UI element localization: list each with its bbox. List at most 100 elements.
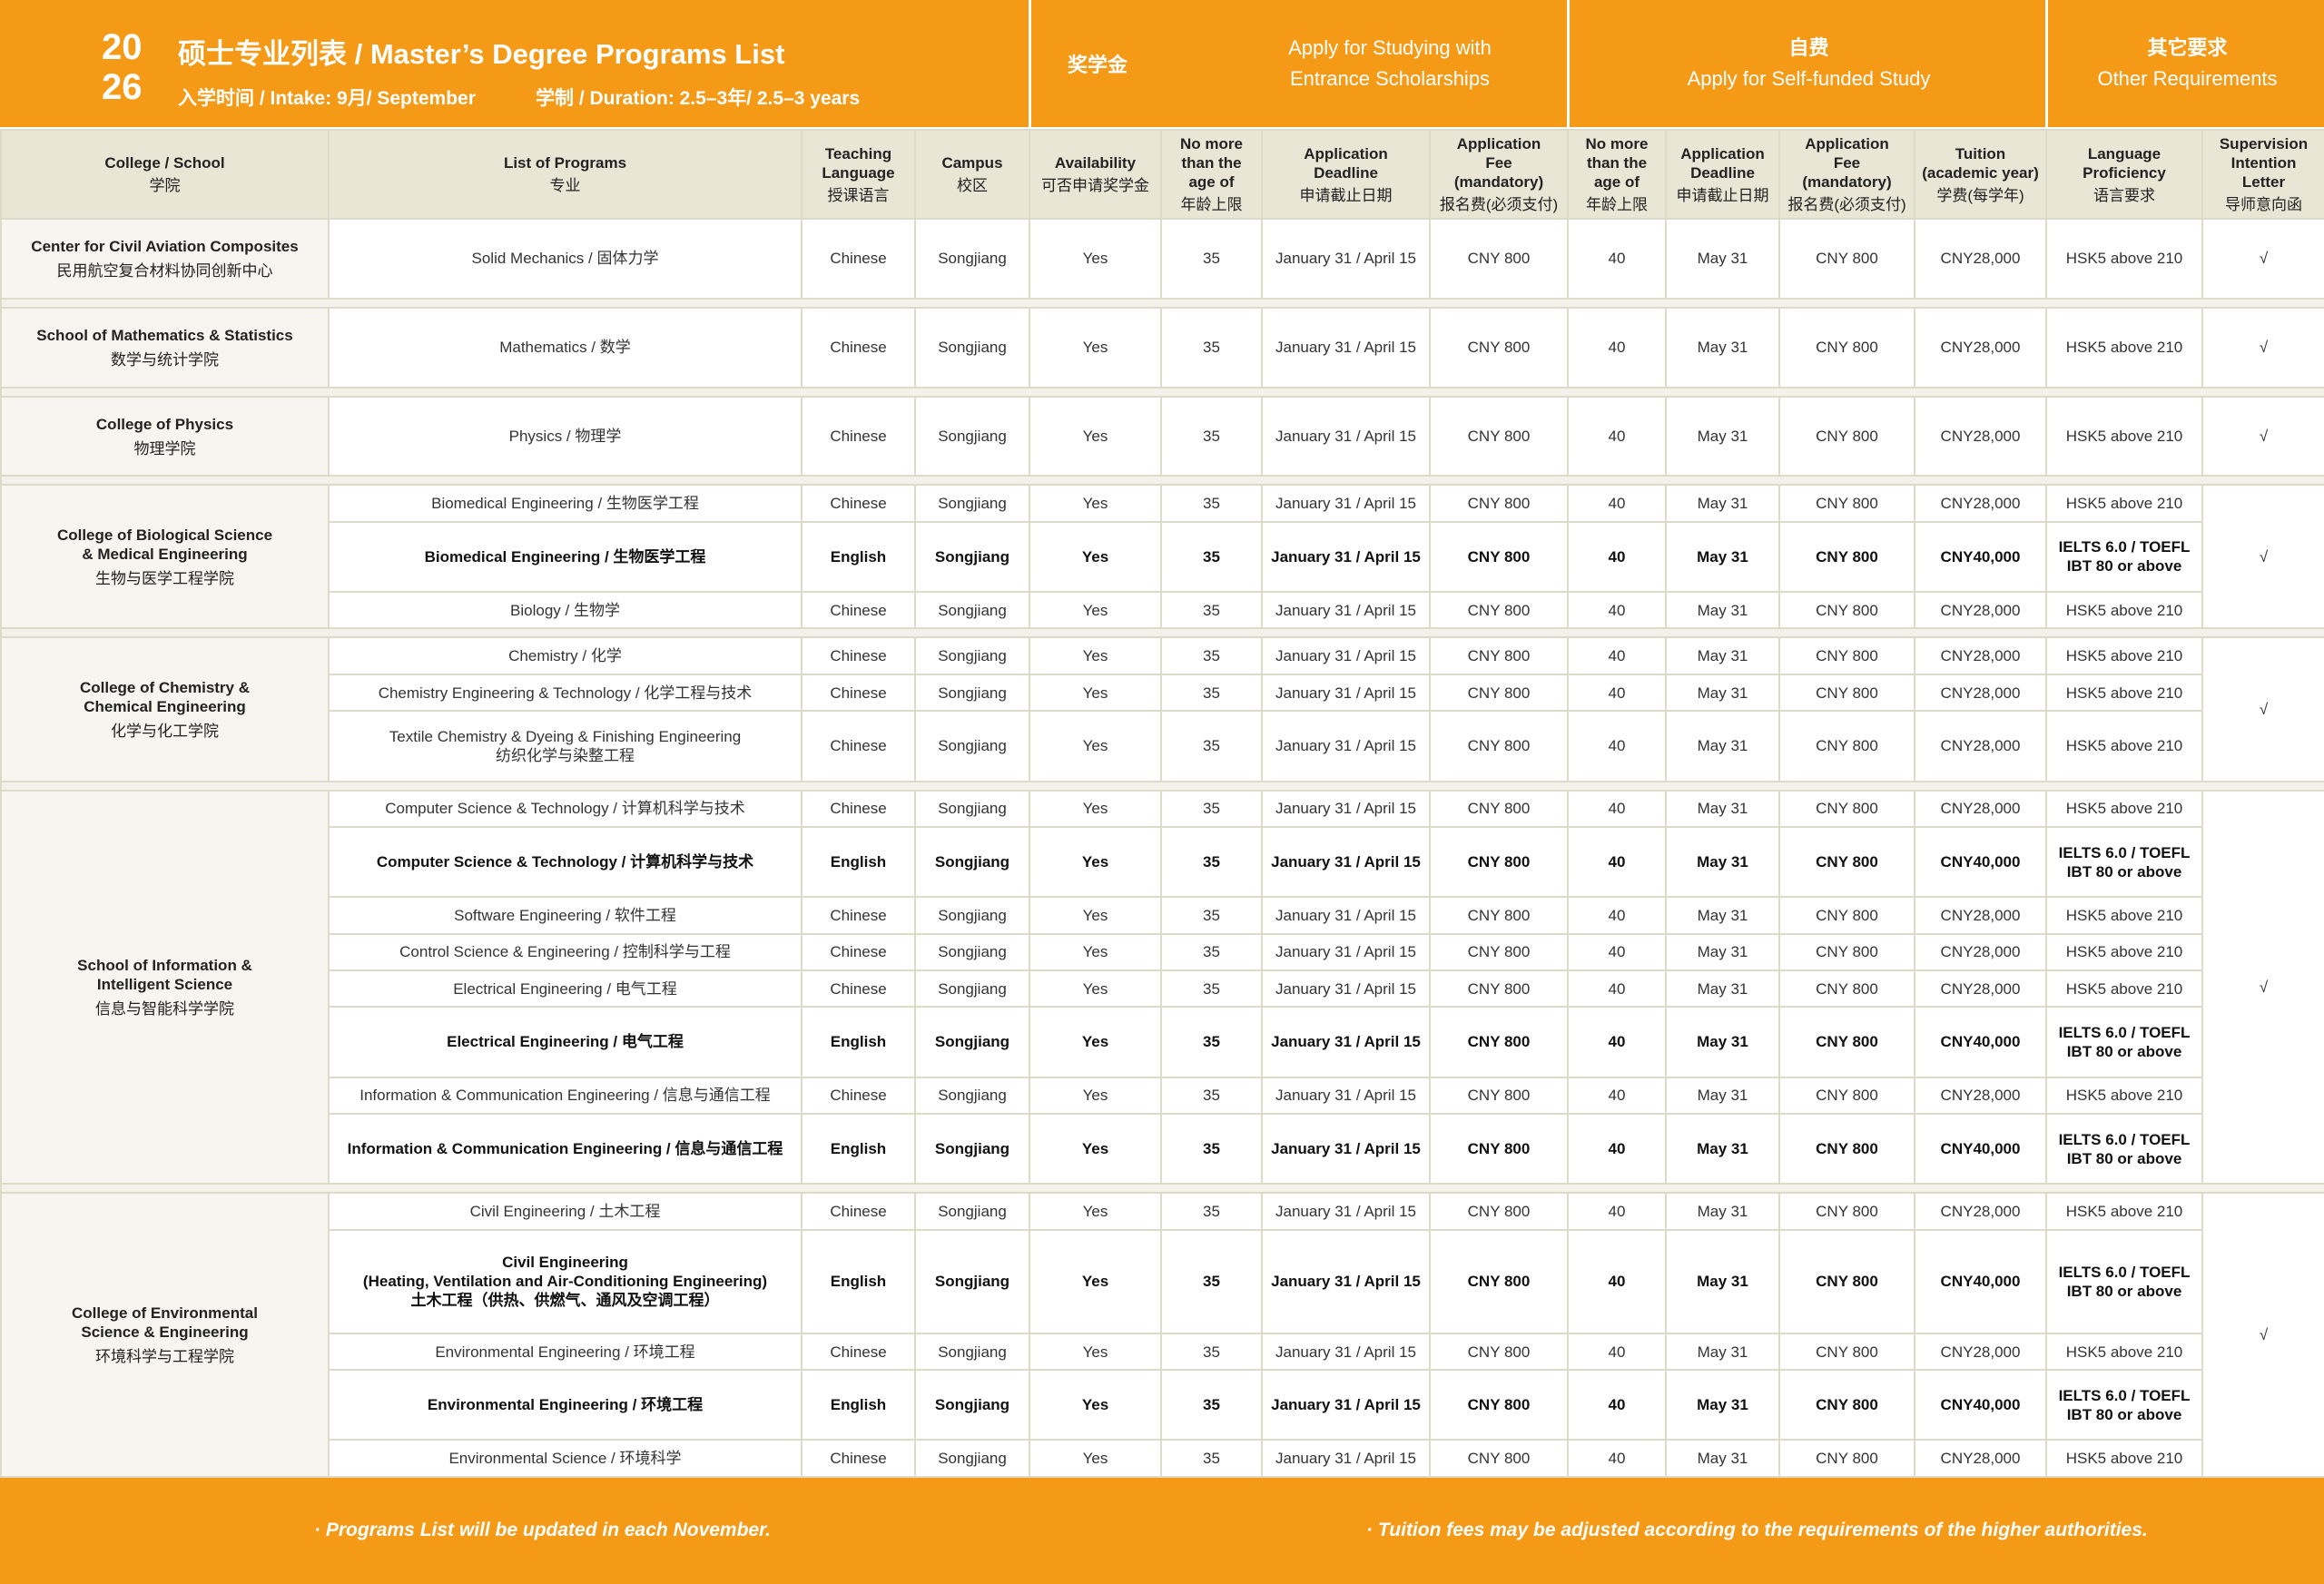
cell: Yes <box>1029 484 1162 523</box>
cell: Chemistry Engineering & Technology / 化学工… <box>328 673 803 713</box>
cell: CNY 800 <box>1429 825 1569 899</box>
supervision-letter: √ <box>2201 395 2324 477</box>
cell: Yes <box>1029 1228 1162 1334</box>
column-header-cn: 申请截止日期 <box>1299 186 1393 204</box>
college-name-en: School of Information & Intelligent Scie… <box>77 956 252 993</box>
cell: 40 <box>1567 1076 1667 1116</box>
cell: May 31 <box>1665 825 1780 899</box>
cell: Songjiang <box>914 1332 1030 1372</box>
cell: CNY 800 <box>1778 1439 1915 1478</box>
cell: Yes <box>1029 789 1162 828</box>
cell: Chinese <box>801 896 916 935</box>
column-header: Language Proficiency 语言要求 <box>2045 129 2203 220</box>
cell: Control Science & Engineering / 控制科学与工程 <box>328 932 803 971</box>
program-row: College of Physics 物理学院 Physics / 物理学 Chine… <box>0 395 2324 477</box>
cell: CNY 800 <box>1778 710 1915 782</box>
cell: Songjiang <box>914 218 1030 300</box>
cell: Songjiang <box>914 1113 1030 1186</box>
column-header-en: Application Fee (mandatory) <box>1802 135 1892 191</box>
college-name-en: College of Environmental Science & Engin… <box>72 1304 258 1342</box>
cell: 35 <box>1160 1006 1263 1078</box>
column-header-en: Availability <box>1054 154 1137 172</box>
column-header-en: List of Programs <box>503 154 627 172</box>
other-group: 其它要求 Other Requirements <box>2045 0 2324 127</box>
column-header: Tuition (academic year) 学费(每学年) <box>1914 129 2047 220</box>
cell: HSK5 above 210 <box>2045 896 2203 935</box>
program-row: Civil Engineering (Heating, Ventilation … <box>1 1228 2324 1334</box>
cell: January 31 / April 15 <box>1261 896 1431 935</box>
cell: January 31 / April 15 <box>1261 1113 1431 1186</box>
cell: January 31 / April 15 <box>1261 520 1431 594</box>
gap-cell <box>0 297 2324 309</box>
cell: CNY 800 <box>1429 710 1569 782</box>
column-header-cn: 校区 <box>957 177 988 194</box>
cell: Yes <box>1029 932 1162 971</box>
cell: CNY 800 <box>1429 1228 1569 1334</box>
cell: HSK5 above 210 <box>2045 591 2203 630</box>
cell: Songjiang <box>914 1439 1030 1478</box>
column-header-en: No more than the age of <box>1180 135 1243 191</box>
cell: Textile Chemistry & Dyeing & Finishing E… <box>328 710 803 782</box>
cell: CNY28,000 <box>1914 1076 2047 1116</box>
cell: CNY 800 <box>1778 1228 1915 1334</box>
program-row: Textile Chemistry & Dyeing & Finishing E… <box>1 710 2324 782</box>
cell: Yes <box>1029 218 1162 300</box>
college-name-cn: 信息与智能科学学院 <box>95 999 234 1018</box>
cell: January 31 / April 15 <box>1261 395 1431 477</box>
group-en: Apply for Self-funded Study <box>1687 67 1931 90</box>
column-header: Supervision Intention Letter 导师意向函 <box>2201 129 2324 220</box>
college-name-cn: 生物与医学工程学院 <box>95 569 234 587</box>
cell: English <box>801 1113 916 1186</box>
college-name-en: College of Biological Science & Medical … <box>56 526 273 563</box>
cell: CNY 800 <box>1429 484 1569 523</box>
cell: English <box>801 1369 916 1441</box>
college-cell: College of Physics 物理学院 <box>0 395 330 477</box>
cell: IELTS 6.0 / TOEFL IBT 80 or above <box>2045 1228 2203 1334</box>
cell: Physics / 物理学 <box>328 395 803 477</box>
cell: CNY 800 <box>1778 932 1915 971</box>
cell: Chinese <box>801 636 916 675</box>
program-row: College of Chemistry & Chemical Engineer… <box>0 636 2324 782</box>
cell: 40 <box>1567 1006 1667 1078</box>
college-cell: Center for Civil Aviation Composites 民用航空… <box>0 218 330 300</box>
cell: January 31 / April 15 <box>1261 1332 1431 1372</box>
cell: Songjiang <box>914 520 1030 594</box>
cell: Songjiang <box>914 1076 1030 1116</box>
college-name-cn: 物理学院 <box>133 439 196 457</box>
cell: 40 <box>1567 896 1667 935</box>
college-name-en: College of Physics <box>95 415 234 433</box>
cell: 35 <box>1160 636 1263 675</box>
cell: HSK5 above 210 <box>2045 1439 2203 1478</box>
cell: Songjiang <box>914 932 1030 971</box>
column-header-en: Supervision Intention Letter <box>2219 135 2309 191</box>
cell: Chinese <box>801 969 916 1008</box>
cell: 35 <box>1160 1228 1263 1334</box>
column-header-en: College / School <box>104 154 225 172</box>
cell: Songjiang <box>914 306 1030 389</box>
cell: May 31 <box>1665 636 1780 675</box>
cell: 40 <box>1567 932 1667 971</box>
column-header-cn: 授课语言 <box>827 186 890 204</box>
cell: HSK5 above 210 <box>2045 789 2203 828</box>
column-header: No more than the age of 年龄上限 <box>1567 129 1667 220</box>
column-header: Application Deadline 申请截止日期 <box>1665 129 1780 220</box>
program-row: Biology / 生物学 Chinese Songjiang Yes 35 Januar… <box>1 591 2324 630</box>
cell: Songjiang <box>914 591 1030 630</box>
cell: Yes <box>1029 1439 1162 1478</box>
cell: 40 <box>1567 789 1667 828</box>
program-row: Information & Communication Engineering … <box>1 1113 2324 1186</box>
gap-cell <box>0 386 2324 398</box>
cell: May 31 <box>1665 789 1780 828</box>
cell: Chinese <box>801 1076 916 1116</box>
cell: CNY28,000 <box>1914 218 2047 300</box>
column-header-en: Application Deadline <box>1304 144 1388 182</box>
cell: Songjiang <box>914 969 1030 1008</box>
college-cell: College of Biological Science & Medical … <box>0 484 330 630</box>
cell: Chinese <box>801 591 916 630</box>
column-header-cn: 年龄上限 <box>1586 196 1648 213</box>
table-wrap: College / School 学院 List of Programs 专业 Teac… <box>0 129 2324 1478</box>
cell: Yes <box>1029 306 1162 389</box>
cell: CNY 800 <box>1778 1006 1915 1078</box>
cell: CNY40,000 <box>1914 825 2047 899</box>
